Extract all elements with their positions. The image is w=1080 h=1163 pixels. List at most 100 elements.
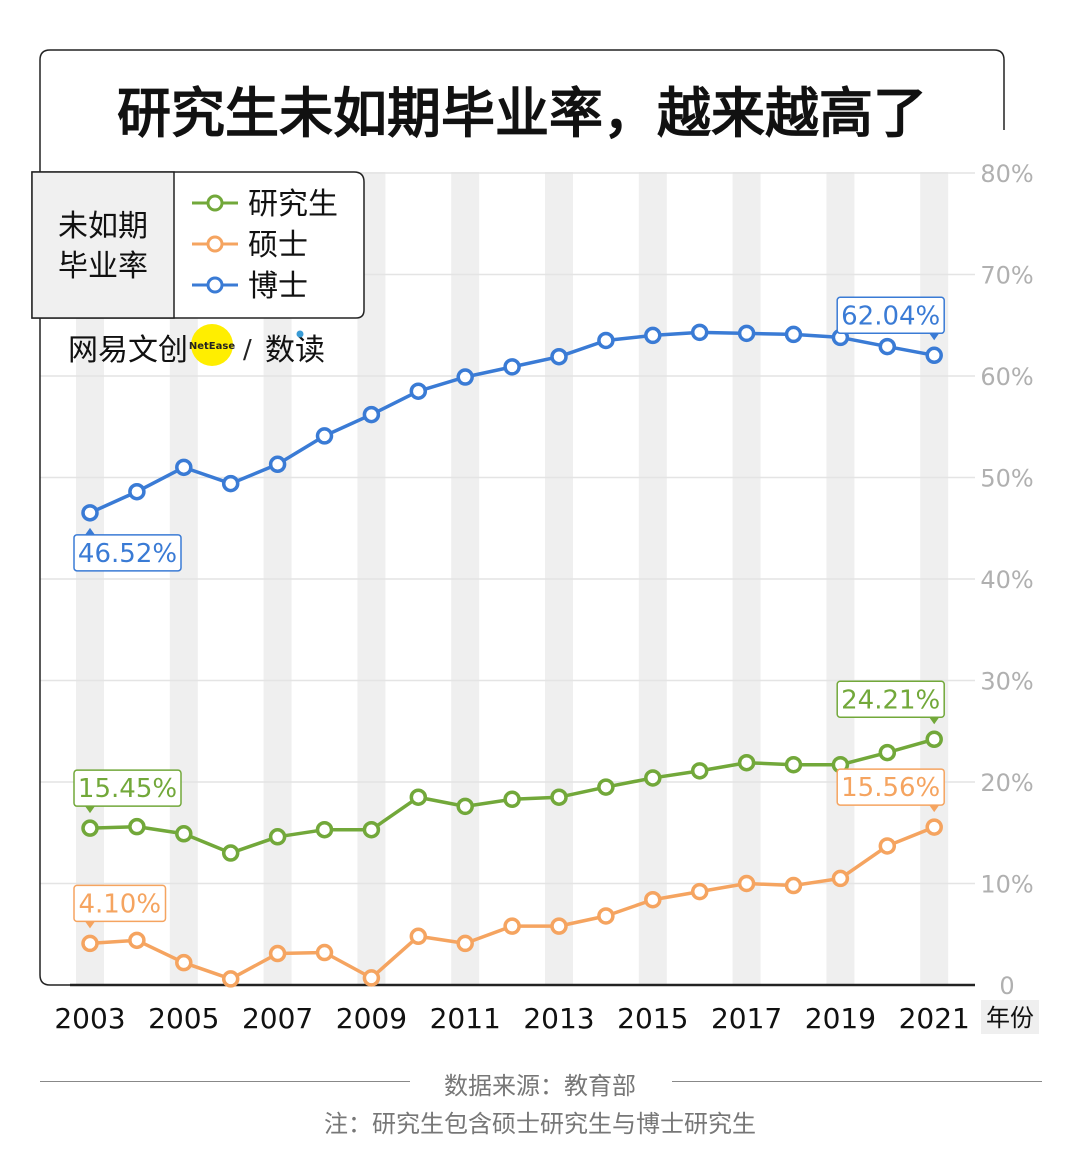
data-label-pointer [929, 805, 940, 813]
x-tick-label: 2013 [523, 1002, 594, 1035]
data-point [878, 743, 897, 762]
data-point [925, 818, 943, 836]
data-point [175, 458, 193, 477]
data-point [128, 482, 146, 501]
legend-item-label: 硕士 [248, 228, 308, 263]
legend-label-line1: 未如期 [58, 209, 148, 244]
data-point [221, 474, 240, 493]
data-point [737, 324, 756, 343]
data-point [878, 337, 897, 356]
data-label-box-0-last: 62.04% [836, 296, 945, 341]
y-tick-label: 50% [980, 465, 1033, 493]
data-label-frame [836, 296, 945, 335]
data-label-frame [73, 884, 167, 923]
data-point [128, 817, 146, 836]
data-point [550, 917, 568, 935]
data-label: 46.52% [78, 539, 177, 569]
data-point [925, 730, 943, 749]
x-tick-label: 2009 [336, 1002, 407, 1035]
legend-item-label: 研究生 [248, 187, 338, 222]
data-point [315, 820, 334, 839]
data-point [784, 325, 803, 344]
data-point [362, 405, 381, 424]
x-tick-label: 2007 [242, 1002, 313, 1035]
data-point [550, 347, 568, 366]
data-label: 15.45% [78, 774, 177, 804]
data-label: 24.21% [841, 685, 940, 715]
data-point [878, 837, 897, 855]
data-point [737, 874, 756, 893]
data-point [268, 828, 287, 846]
series-layer [81, 323, 943, 988]
data-label: 15.56% [841, 773, 940, 803]
data-label-box-0-first: 46.52% [73, 527, 182, 572]
brand-badge-text: NetEase [189, 341, 235, 352]
data-label-pointer [929, 717, 940, 725]
data-point [175, 825, 193, 843]
data-point [597, 778, 615, 796]
source-divider-left [40, 1081, 410, 1082]
x-tick-label: 2021 [899, 1002, 970, 1035]
y-tick-label: 80% [980, 160, 1033, 188]
x-tick-label: 2019 [805, 1002, 876, 1035]
data-label: 62.04% [841, 301, 940, 331]
data-label-frame [836, 680, 945, 719]
data-point [315, 427, 334, 445]
data-point [456, 934, 474, 953]
data-label-box-2-first: 4.10% [73, 884, 167, 929]
y-tick-label: 30% [980, 668, 1033, 696]
data-point [315, 943, 334, 962]
brand-section: 数读 [265, 333, 325, 368]
brand-name: 网易文创 [68, 333, 188, 368]
data-point [597, 907, 615, 925]
data-point [644, 326, 662, 345]
data-point [409, 927, 428, 946]
page-title: 研究生未如期毕业率，越来越高了 [117, 82, 927, 145]
data-point [81, 934, 99, 953]
data-point [221, 844, 240, 862]
y-axis: 0 10% 20% 30% 40% 50% 60% 70% 80% [980, 160, 1033, 1000]
data-point [175, 953, 193, 972]
data-point [644, 769, 662, 787]
brand-badge [191, 324, 233, 366]
brand-logo: 网易文创 NetEase / 数读 [68, 324, 325, 368]
data-label-pointer [85, 527, 95, 535]
data-label-frame [836, 768, 945, 806]
data-label-frame [73, 769, 182, 807]
legend-item-label: 博士 [248, 269, 308, 304]
y-tick-label: 40% [980, 566, 1033, 594]
y-tick-label: 10% [980, 871, 1033, 899]
data-label-box-2-last: 15.56% [836, 768, 945, 813]
data-point [597, 331, 615, 350]
data-point [690, 762, 709, 780]
data-point [81, 819, 99, 837]
data-point [503, 790, 521, 809]
data-point [503, 917, 521, 935]
data-point [784, 876, 803, 895]
data-point [362, 969, 381, 987]
data-point [128, 931, 146, 950]
data-point [737, 753, 756, 772]
x-tick-label: 2015 [617, 1002, 688, 1035]
legend-marker [206, 276, 224, 294]
x-axis-title: 年份 [986, 1004, 1034, 1032]
data-point [362, 820, 381, 839]
data-label-pointer [85, 921, 95, 929]
data-label-pointer [85, 806, 95, 814]
brand-slash: / [243, 335, 252, 365]
x-axis-title-bg [981, 1000, 1039, 1034]
legend-marker [206, 235, 224, 253]
data-point [221, 970, 240, 988]
data-label-pointer [929, 333, 940, 341]
data-point [550, 788, 568, 806]
data-label-frame [73, 534, 182, 572]
data-point [925, 346, 943, 365]
x-tick-label: 2011 [430, 1002, 501, 1035]
y-tick-label: 70% [980, 262, 1033, 290]
data-point [831, 869, 850, 888]
data-point [456, 797, 474, 816]
source-divider-right [672, 1081, 1042, 1082]
data-label-box-1-last: 24.21% [836, 680, 945, 725]
x-tick-label: 2003 [54, 1002, 125, 1035]
series-line-2 [89, 825, 935, 981]
